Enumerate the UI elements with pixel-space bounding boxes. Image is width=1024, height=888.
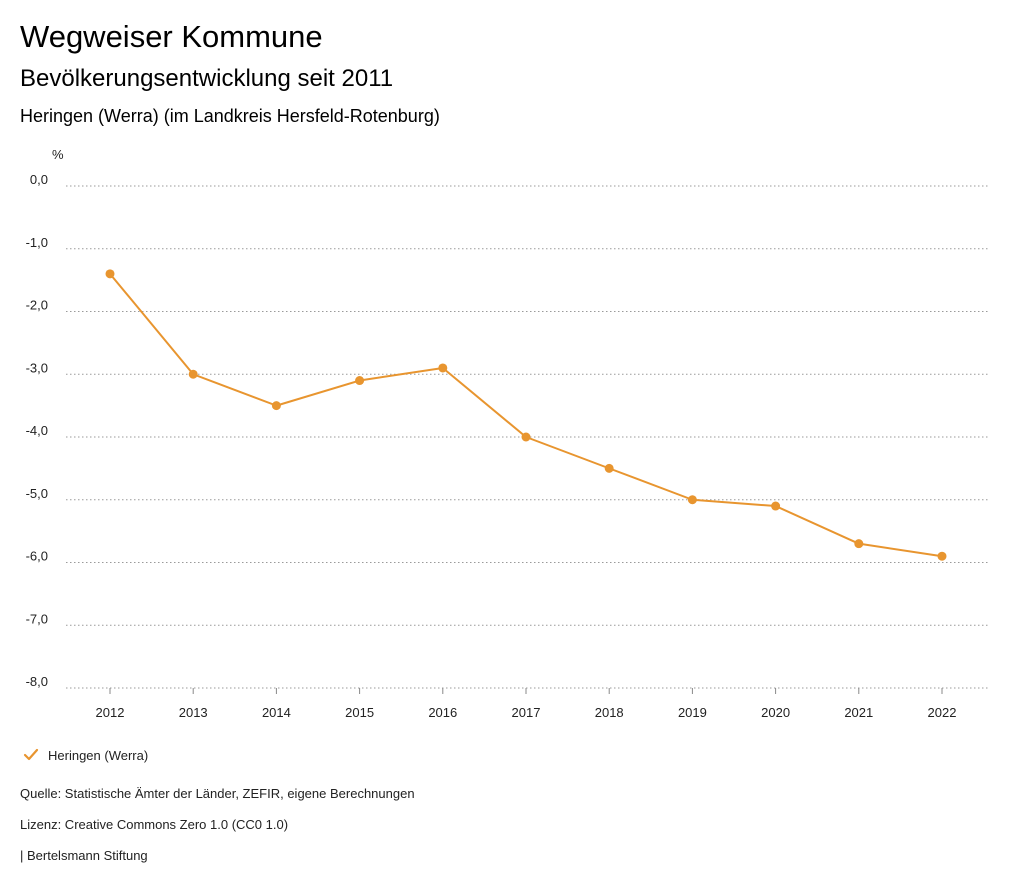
license-note: Lizenz: Creative Commons Zero 1.0 (CC0 1… <box>20 817 289 832</box>
y-tick-label: -2,0 <box>26 298 48 313</box>
data-point[interactable] <box>271 401 281 411</box>
region-label: Heringen (Werra) (im Landkreis Hersfeld-… <box>20 106 440 126</box>
line-chart: % 0,0 -1,0 -2,0 -3,0 -4,0 -5,0 -6,0 -7,0 -8,0 20… <box>26 147 990 720</box>
data-point[interactable] <box>105 269 115 279</box>
x-tick-label: 2021 <box>844 705 873 720</box>
data-point[interactable] <box>687 495 697 505</box>
data-point[interactable] <box>188 369 198 379</box>
x-tick-label: 2018 <box>595 705 624 720</box>
y-tick-label: 0,0 <box>30 172 48 187</box>
y-tick-label: -1,0 <box>26 235 48 250</box>
source-note: Quelle: Statistische Ämter der Länder, Z… <box>20 786 415 801</box>
publisher-note: | Bertelsmann Stiftung <box>20 848 148 863</box>
series-line <box>109 273 943 558</box>
data-point[interactable] <box>771 501 781 511</box>
x-tick-label: 2017 <box>512 705 541 720</box>
x-tick-label: 2014 <box>262 705 291 720</box>
data-point[interactable] <box>521 432 531 442</box>
y-tick-label: -5,0 <box>26 486 48 501</box>
x-tick-label: 2012 <box>96 705 125 720</box>
x-axis-ticks: 2012 2013 2014 2015 2016 2017 2018 2019 2020 2021… <box>96 688 957 720</box>
legend[interactable]: Heringen (Werra) <box>22 744 148 766</box>
y-tick-label: -6,0 <box>26 549 48 564</box>
legend-label: Heringen (Werra) <box>48 747 149 763</box>
check-icon <box>23 748 39 761</box>
y-tick-label: -8,0 <box>26 674 48 689</box>
x-tick-label: 2015 <box>345 705 374 720</box>
x-tick-label: 2016 <box>428 705 457 720</box>
series-group <box>105 269 947 561</box>
x-tick-label: 2022 <box>928 705 957 720</box>
y-axis-unit: % <box>52 147 64 162</box>
chart-subtitle: Bevölkerungsentwicklung seit 2011 <box>20 65 394 92</box>
y-tick-label: -3,0 <box>26 360 48 375</box>
data-point[interactable] <box>604 463 614 473</box>
y-tick-label: -7,0 <box>26 611 48 626</box>
data-point[interactable] <box>355 376 365 386</box>
data-point[interactable] <box>438 363 448 373</box>
x-tick-label: 2013 <box>179 705 208 720</box>
y-tick-label: -4,0 <box>26 423 48 438</box>
x-tick-label: 2020 <box>761 705 790 720</box>
chart-title: Wegweiser Kommune <box>20 19 323 54</box>
x-tick-label: 2019 <box>678 705 707 720</box>
data-point[interactable] <box>937 551 947 561</box>
y-axis-ticks: 0,0 -1,0 -2,0 -3,0 -4,0 -5,0 -6,0 -7,0 -8,0 <box>26 172 48 689</box>
data-point[interactable] <box>854 539 864 549</box>
